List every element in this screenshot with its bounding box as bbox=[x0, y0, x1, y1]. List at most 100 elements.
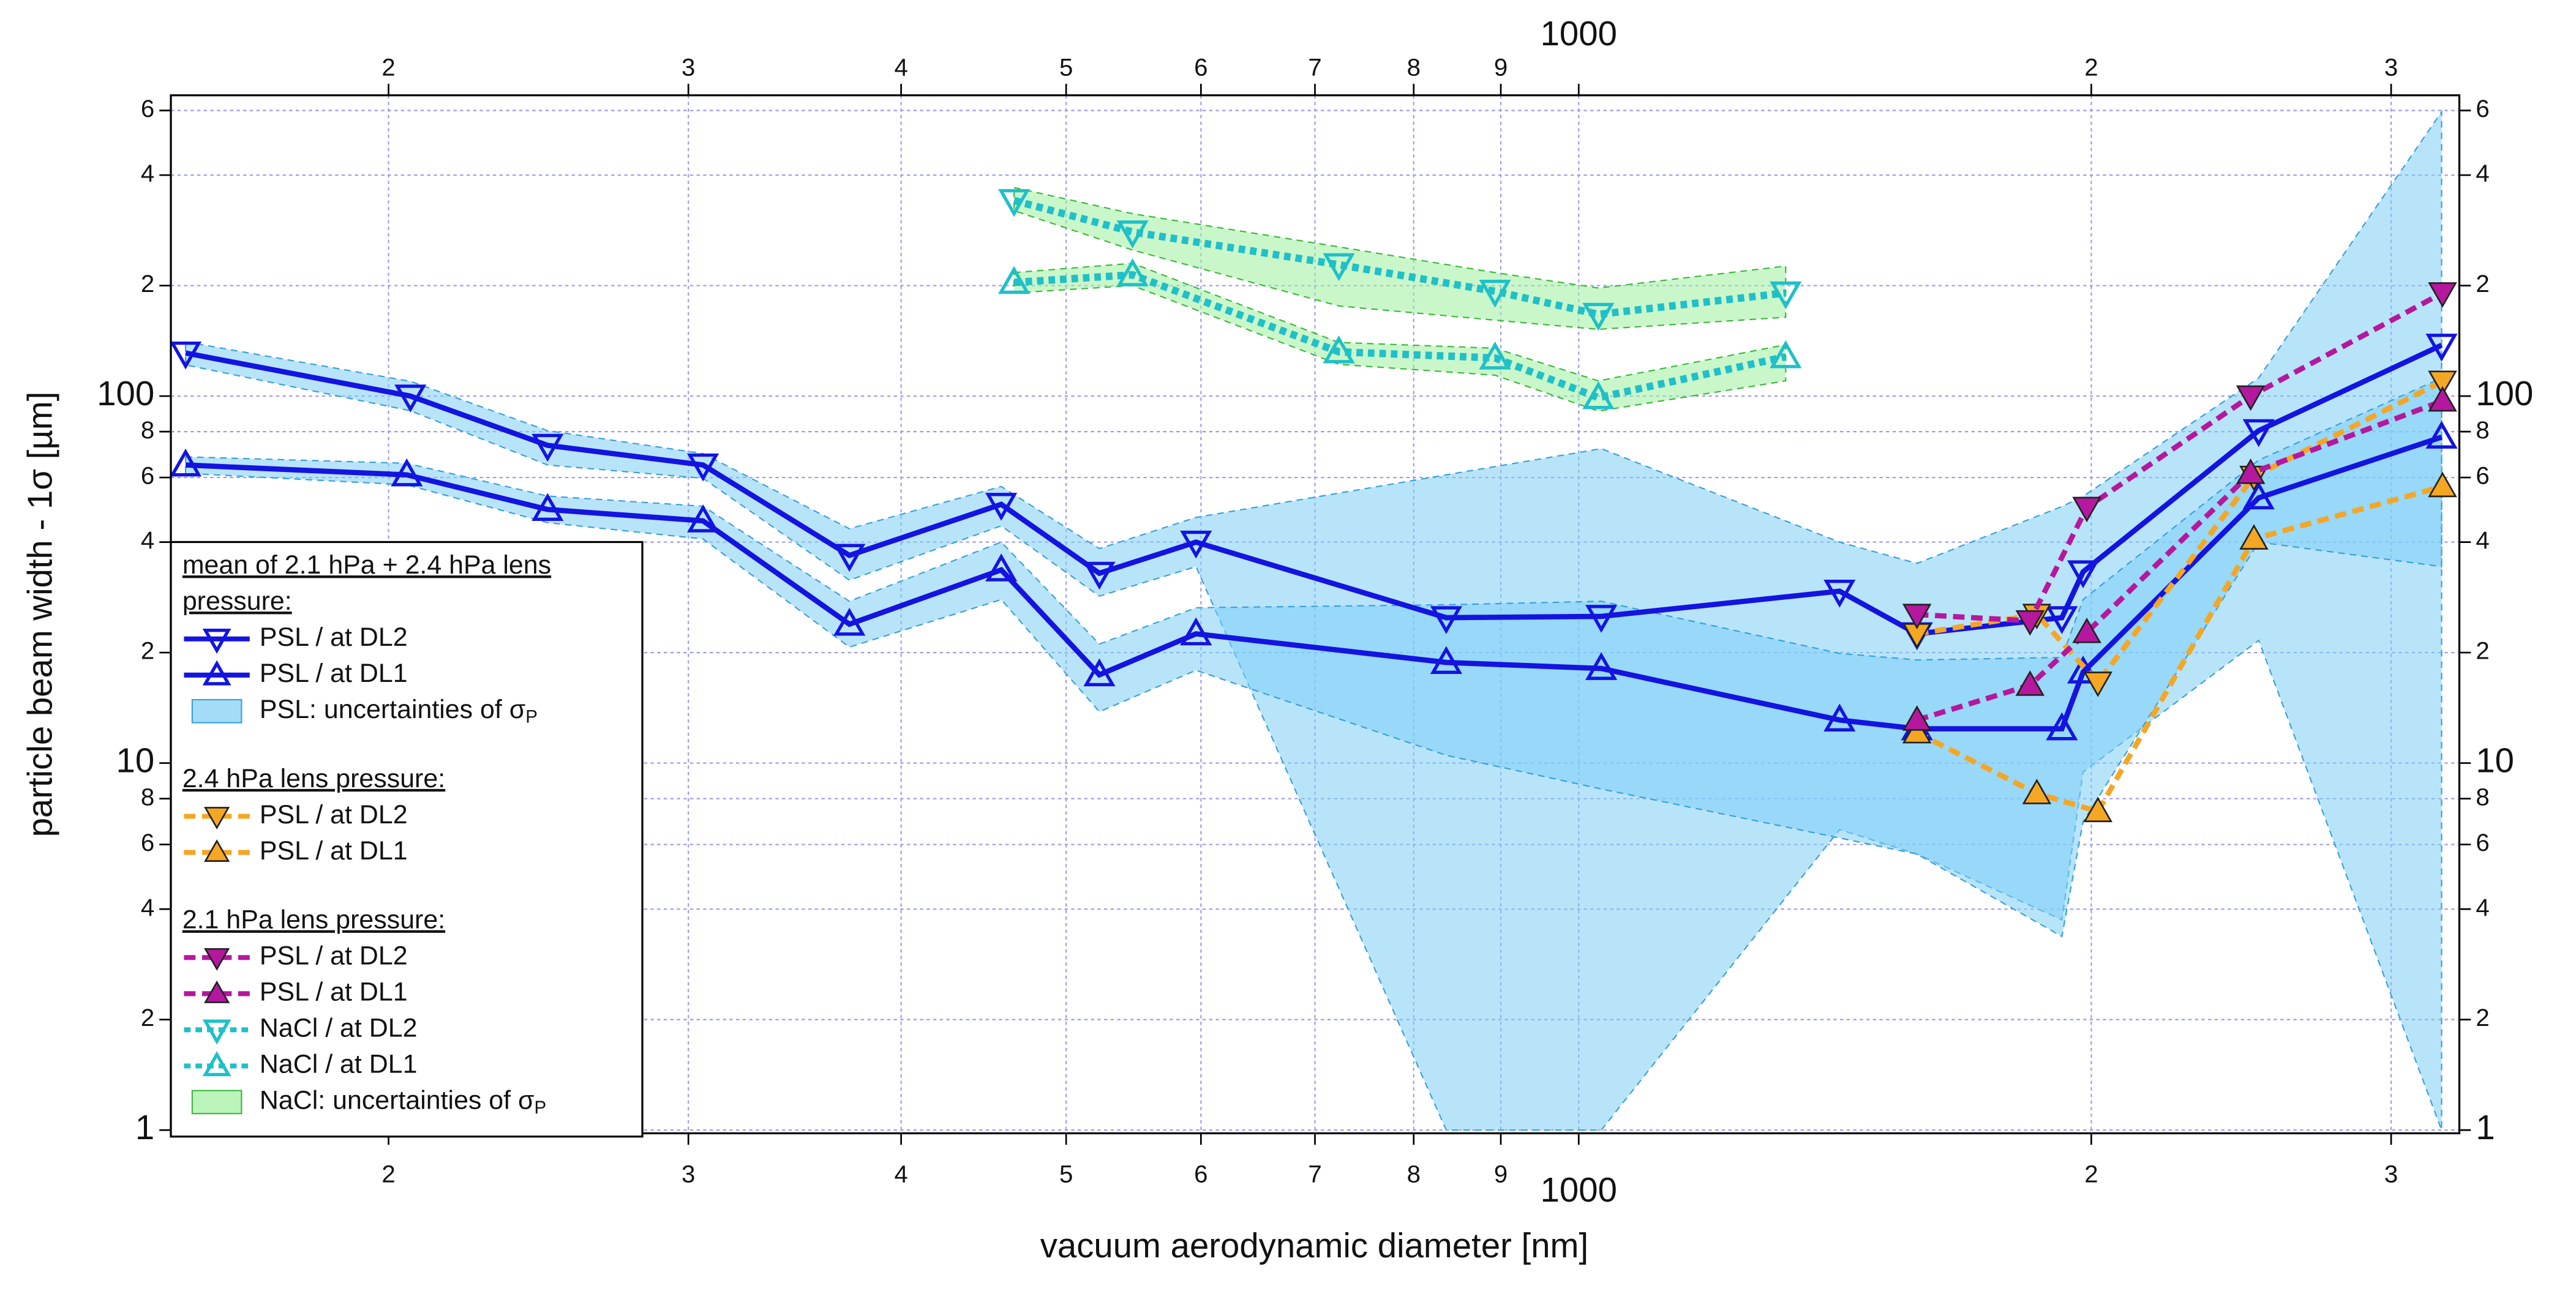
x-top-tick-label: 5 bbox=[1059, 53, 1073, 81]
marker bbox=[1902, 717, 1932, 744]
marker bbox=[1823, 579, 1856, 608]
legend-label: PSL: uncertainties of σP bbox=[260, 695, 538, 727]
x-tick-label: 9 bbox=[1494, 1161, 1508, 1188]
marker bbox=[1323, 335, 1355, 364]
marker bbox=[2236, 385, 2266, 411]
x-top-tick-label: 4 bbox=[894, 53, 907, 81]
y-tick-label: 4 bbox=[141, 160, 154, 187]
marker bbox=[2239, 524, 2269, 550]
marker bbox=[1770, 340, 1802, 369]
marker bbox=[2046, 606, 2078, 634]
marker bbox=[2015, 610, 2045, 636]
series-line bbox=[1013, 196, 1786, 318]
y2-tick-label: 6 bbox=[2476, 462, 2489, 490]
legend-label: PSL / at DL2 bbox=[260, 623, 408, 652]
x-top-tick-label: 8 bbox=[1407, 53, 1421, 81]
x-tick-label: 2 bbox=[381, 1161, 395, 1188]
y2-tick-label: 10 bbox=[2476, 741, 2514, 779]
y2-tick-label: 2 bbox=[2476, 1004, 2489, 1031]
uncertainty-band bbox=[185, 376, 2443, 938]
legend-swatch bbox=[191, 1090, 242, 1115]
legend-marker bbox=[202, 1051, 231, 1077]
y2-tick-label: 8 bbox=[2476, 416, 2489, 444]
x-top-tick-label: 2 bbox=[381, 53, 395, 81]
marker bbox=[1770, 281, 1802, 310]
legend-header: pressure: bbox=[182, 586, 292, 616]
legend-label-sub: P bbox=[535, 1098, 547, 1118]
y-tick-label: 4 bbox=[141, 894, 154, 921]
marker bbox=[531, 433, 564, 462]
marker bbox=[2015, 670, 2045, 696]
legend-label: NaCl / at DL2 bbox=[260, 1014, 418, 1043]
marker bbox=[1902, 604, 1932, 630]
marker bbox=[985, 493, 1018, 521]
x-tick-label: 3 bbox=[682, 1161, 695, 1188]
legend-label: PSL / at DL1 bbox=[260, 659, 408, 688]
legend-marker bbox=[204, 948, 230, 971]
y2-tick-label: 8 bbox=[2476, 783, 2489, 810]
marker bbox=[1902, 705, 1932, 731]
legend-label-text: NaCl: uncertainties of σ bbox=[260, 1086, 535, 1115]
x-tick-label: 2 bbox=[2084, 1161, 2098, 1188]
y-tick-label: 2 bbox=[141, 270, 154, 297]
marker bbox=[1116, 220, 1149, 249]
x-top-tick-label: 2 bbox=[2084, 53, 2098, 81]
y2-tick-label: 4 bbox=[2476, 160, 2489, 187]
legend-label: PSL / at DL1 bbox=[260, 836, 408, 866]
marker bbox=[833, 544, 866, 572]
x-tick-label: 5 bbox=[1059, 1161, 1073, 1188]
y-tick-label: 4 bbox=[141, 526, 154, 554]
marker bbox=[170, 448, 202, 477]
marker bbox=[1585, 605, 1618, 633]
marker bbox=[2072, 617, 2101, 643]
marker bbox=[2428, 370, 2457, 397]
y2-tick-label: 2 bbox=[2476, 637, 2489, 665]
x-tick-label: 4 bbox=[894, 1161, 907, 1188]
legend-label: NaCl / at DL1 bbox=[260, 1050, 418, 1079]
marker bbox=[2428, 386, 2457, 412]
legend-marker bbox=[204, 980, 230, 1003]
marker bbox=[833, 607, 866, 636]
marker bbox=[394, 384, 427, 413]
marker bbox=[2425, 421, 2458, 449]
x-top-tick-label: 7 bbox=[1308, 53, 1321, 81]
marker bbox=[2428, 471, 2457, 498]
legend-label: PSL / at DL2 bbox=[260, 800, 408, 829]
x-top-tick-label: 9 bbox=[1494, 53, 1508, 81]
marker bbox=[998, 266, 1031, 294]
legend-label: PSL / at DL2 bbox=[260, 941, 408, 971]
marker bbox=[2083, 796, 2112, 823]
x-tick-label: 7 bbox=[1308, 1161, 1321, 1188]
x-top-tick-label: 1000 bbox=[1541, 14, 1617, 53]
legend-marker bbox=[202, 660, 231, 686]
marker bbox=[2083, 672, 2112, 697]
x-axis-label: vacuum aerodynamic diameter [nm] bbox=[1040, 1226, 1588, 1265]
x-tick-label: 3 bbox=[2384, 1161, 2398, 1188]
marker bbox=[1585, 652, 1618, 680]
legend-label: PSL / at DL1 bbox=[260, 978, 408, 1007]
legend-label: NaCl: uncertainties of σP bbox=[260, 1086, 546, 1118]
y-tick-label: 2 bbox=[141, 1004, 154, 1031]
marker bbox=[1430, 606, 1463, 634]
marker bbox=[1823, 703, 1856, 732]
y2-tick-label: 6 bbox=[2476, 829, 2489, 856]
series-line bbox=[185, 343, 2443, 637]
marker bbox=[2046, 712, 2078, 741]
y2-tick-label: 4 bbox=[2476, 894, 2489, 921]
marker bbox=[2425, 334, 2458, 362]
y2-tick-label: 6 bbox=[2476, 95, 2489, 122]
x-top-tick-label: 3 bbox=[2384, 53, 2398, 81]
legend-header: 2.1 hPa lens pressure: bbox=[182, 905, 445, 935]
series-line bbox=[185, 434, 2443, 732]
marker bbox=[1582, 302, 1615, 331]
marker bbox=[2067, 656, 2100, 684]
y-tick-label: 8 bbox=[141, 783, 154, 810]
marker bbox=[1116, 258, 1149, 286]
marker bbox=[1479, 280, 1511, 308]
legend-marker bbox=[202, 628, 231, 654]
y-tick-label: 10 bbox=[116, 741, 155, 779]
x-top-tick-label: 3 bbox=[682, 53, 695, 81]
marker bbox=[998, 189, 1031, 217]
x-top-tick-label: 6 bbox=[1194, 53, 1207, 81]
